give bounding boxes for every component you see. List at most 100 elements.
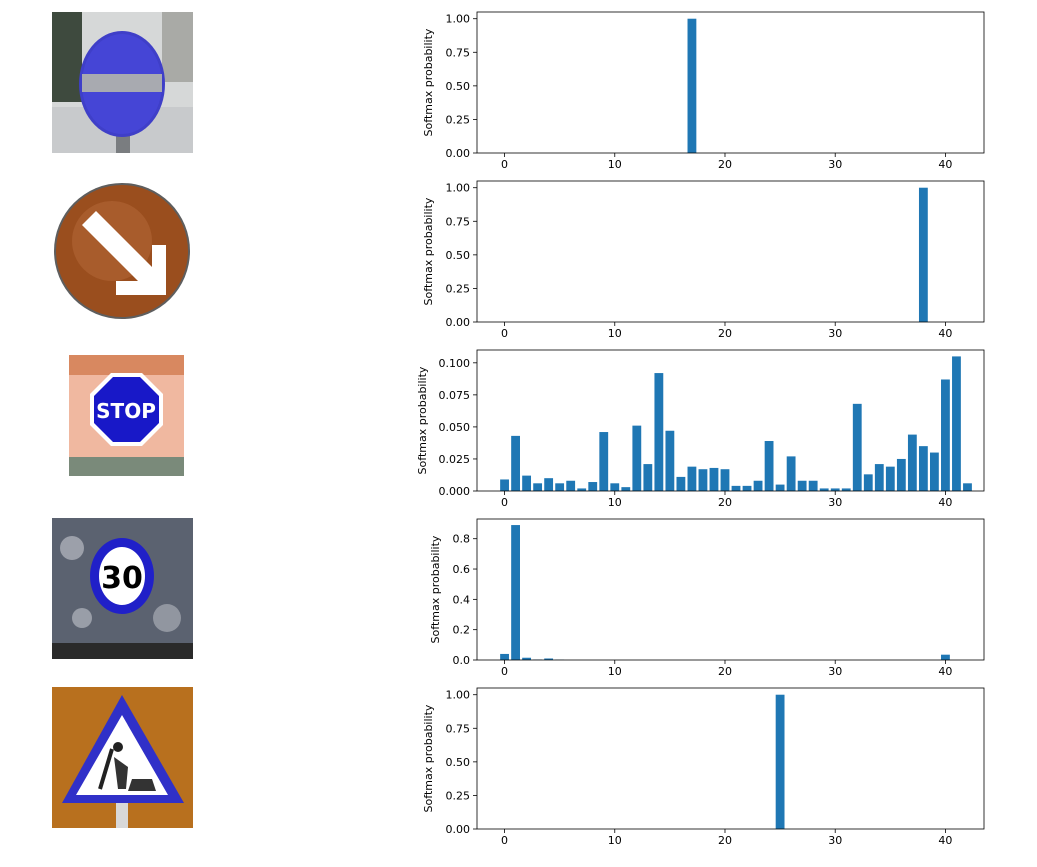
bar: [511, 435, 520, 491]
bar: [566, 480, 576, 491]
x-tick-label: 30: [828, 834, 842, 847]
bar: [941, 379, 950, 491]
bar: [918, 187, 928, 322]
bar: [654, 373, 664, 491]
bar: [797, 480, 807, 491]
bar: [599, 432, 609, 491]
bar: [555, 483, 565, 491]
x-tick-label: 30: [828, 327, 842, 340]
bar: [885, 466, 895, 491]
thumbnail-stop: STOP: [69, 355, 184, 476]
thumbnail-speed-30: 30: [52, 518, 193, 659]
bar: [874, 464, 884, 491]
y-tick-label: 0.025: [439, 453, 471, 466]
x-tick-label: 0: [501, 665, 508, 678]
x-tick-label: 30: [828, 665, 842, 678]
y-tick-label: 1.00: [446, 182, 471, 195]
bar: [753, 480, 763, 491]
y-axis-label: Softmax probability: [422, 197, 435, 305]
bar: [643, 464, 653, 491]
x-tick-label: 0: [501, 496, 508, 509]
bar: [731, 485, 741, 491]
chart-3: 0 10 20 30 40 0.000 0.025 0.050 0.075 0.100 Softma…: [416, 349, 985, 509]
y-axis-label: Softmax probability: [422, 704, 435, 812]
bar: [764, 441, 774, 491]
speed-limit-text: 30: [101, 561, 143, 596]
x-tick-label: 40: [938, 158, 952, 171]
bar: [522, 475, 532, 491]
plot-frame: [476, 349, 985, 492]
y-tick-label: 0.25: [446, 789, 471, 802]
y-tick-label: 0.4: [453, 593, 471, 606]
bar: [709, 467, 719, 491]
y-tick-label: 0.6: [453, 563, 471, 576]
x-tick-label: 20: [718, 496, 732, 509]
plot-frame: [476, 518, 985, 661]
bar: [544, 658, 554, 660]
y-tick-label: 0.050: [439, 421, 471, 434]
bar: [665, 430, 675, 491]
y-tick-label: 0.75: [446, 722, 471, 735]
x-tick-label: 20: [718, 665, 732, 678]
bar: [952, 356, 961, 491]
bar: [544, 478, 554, 491]
bar: [687, 18, 697, 154]
bar: [941, 654, 950, 660]
y-tick-label: 0.25: [446, 113, 471, 126]
bar: [500, 479, 509, 491]
bar: [808, 480, 818, 491]
bar: [500, 653, 509, 660]
x-tick-label: 0: [501, 834, 508, 847]
x-tick-label: 40: [938, 327, 952, 340]
y-tick-label: 0.2: [453, 624, 471, 637]
x-tick-label: 10: [608, 158, 622, 171]
bar: [775, 484, 785, 491]
bar: [676, 476, 686, 491]
y-tick-label: 0.8: [453, 533, 471, 546]
bar: [830, 488, 840, 491]
x-tick-label: 40: [938, 665, 952, 678]
bar: [621, 487, 631, 491]
x-tick-label: 30: [828, 158, 842, 171]
y-tick-label: 0.00: [446, 823, 471, 836]
bar: [775, 694, 785, 829]
plot-frame: [476, 180, 985, 323]
bar: [819, 488, 829, 491]
chart-2: 0 10 20 30 40 0.00 0.25 0.50 0.75 1.00 Softmax pro…: [422, 180, 985, 340]
x-tick-label: 10: [608, 834, 622, 847]
y-tick-label: 0.00: [446, 316, 471, 329]
bar: [522, 657, 532, 660]
x-tick-label: 40: [938, 496, 952, 509]
chart-1: 0 10 20 30 40 0.00 0.25 0.50 0.75 1.00 Softmax pro…: [422, 11, 985, 171]
y-axis-label: Softmax probability: [429, 535, 442, 643]
no-entry-sign-icon: [52, 12, 193, 153]
thumbnail-road-work: [52, 687, 193, 828]
y-tick-label: 0.00: [446, 147, 471, 160]
thumbnail-keep-right: [52, 181, 193, 322]
y-tick-label: 1.00: [446, 689, 471, 702]
x-tick-label: 0: [501, 327, 508, 340]
bar: [907, 434, 917, 491]
x-tick-label: 20: [718, 834, 732, 847]
bar: [511, 525, 520, 660]
bar: [929, 452, 939, 491]
bar: [588, 482, 598, 491]
thumbnail-no-entry: [52, 12, 193, 153]
plot-frame: [476, 11, 985, 154]
y-tick-label: 1.00: [446, 13, 471, 26]
bar: [632, 425, 642, 491]
y-tick-label: 0.100: [439, 357, 471, 370]
y-tick-label: 0.0: [453, 654, 471, 667]
y-tick-label: 0.75: [446, 215, 471, 228]
y-tick-label: 0.50: [446, 756, 471, 769]
y-tick-label: 0.75: [446, 46, 471, 59]
plot-frame: [476, 687, 985, 830]
svg-text:STOP: STOP: [96, 399, 156, 423]
bar: [896, 458, 906, 491]
x-tick-label: 0: [501, 158, 508, 171]
bar: [918, 446, 928, 491]
bar: [610, 483, 620, 491]
bar: [742, 485, 752, 491]
y-tick-label: 0.075: [439, 389, 471, 402]
